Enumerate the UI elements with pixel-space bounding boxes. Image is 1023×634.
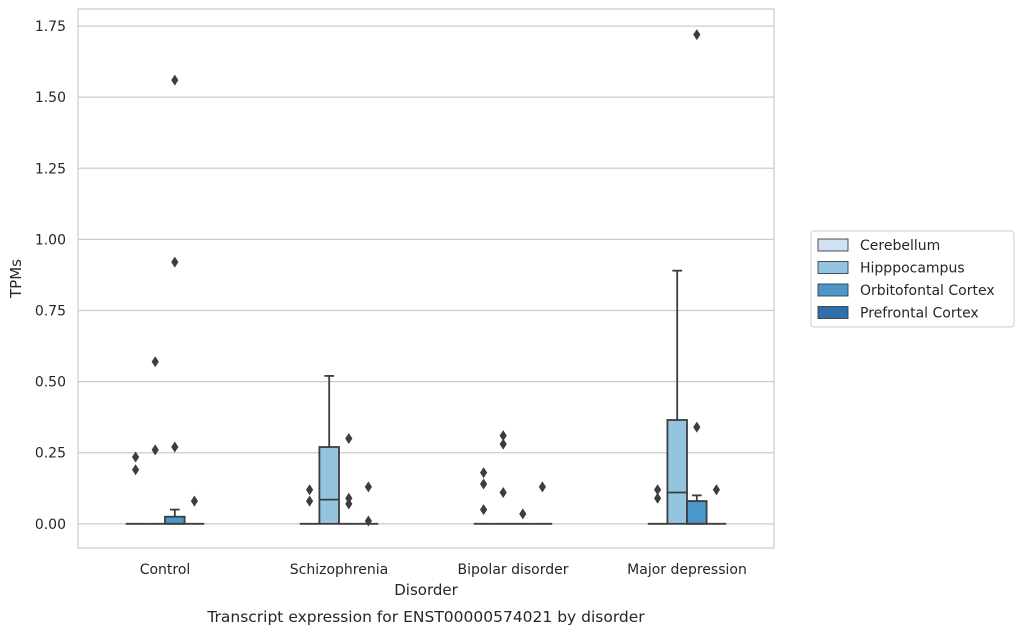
box-group [493,430,513,525]
box-group [339,432,359,525]
outlier-point [480,478,488,490]
y-axis-ticks: 0.00 0.25 0.50 0.75 1.00 1.25 1.50 1.75 [35,19,66,533]
outlier-point [480,504,488,516]
outlier-point [364,515,372,527]
box-group [706,484,727,525]
outlier-point [345,492,353,504]
outlier-point [171,441,179,453]
outlier-point [171,256,179,268]
box-group [513,508,533,525]
outlier-point [654,492,662,504]
outlier-point [693,421,701,433]
y-tick-label: 0.00 [35,517,66,533]
outlier-point [345,432,353,444]
outlier-point [171,74,179,86]
legend-entry: Prefrontal Cortex [860,306,979,322]
legend-swatch [817,238,849,252]
outlier-point [345,498,353,510]
box-group [358,481,379,527]
box-group [299,484,320,525]
x-tick-label: Schizophrenia [290,562,388,578]
legend-swatch [817,283,849,297]
outlier-point [306,484,314,496]
x-axis-ticks: Control Schizophrenia Bipolar disorder Majo… [140,562,747,578]
outlier-point [499,430,507,442]
outlier-point [132,451,140,463]
y-tick-label: 1.75 [35,19,66,35]
legend-entry: Orbitofontal Cortex [860,283,995,299]
outlier-point [151,356,159,368]
legend-entry: Hipppocampus [860,261,965,277]
x-axis-label: Disorder [394,581,458,599]
outlier-point [132,464,140,476]
outlier-point [538,481,546,493]
x-tick-label: Control [140,562,191,578]
box-group [184,495,205,525]
y-tick-label: 1.00 [35,232,66,248]
box-group [164,74,186,525]
outlier-point [151,444,159,456]
gridlines [78,25,774,525]
outlier-point [306,495,314,507]
legend-entry: Cerebellum [860,238,940,254]
legend-frame [810,230,1015,328]
boxes [125,29,727,527]
outlier-point [499,487,507,499]
chart-caption: Transcript expression for ENST0000057402… [206,608,645,626]
box-group [532,481,553,525]
y-tick-label: 1.50 [35,90,66,106]
box-group [686,29,708,525]
outlier-point [480,467,488,479]
legend-swatch [817,306,849,319]
x-tick-label: Major depression [627,562,747,578]
box-group [647,484,668,525]
x-tick-label: Bipolar disorder [457,562,568,578]
y-tick-label: 1.25 [35,161,66,177]
outlier-point [364,481,372,493]
y-axis-label: TPMs [7,259,25,299]
box-group [125,451,146,525]
legend-swatch [817,261,849,274]
outlier-point [712,484,720,496]
legend: Cerebellum Hipppocampus Orbitofontal Corte… [810,230,1015,328]
y-tick-label: 0.50 [35,375,66,391]
box-group [473,467,494,525]
box [318,446,340,525]
outlier-point [190,495,198,507]
plot-frame [77,8,775,549]
outlier-point [693,29,701,41]
box [164,515,186,525]
box [686,500,708,525]
outlier-point [654,484,662,496]
outlier-point [499,438,507,450]
box-group [318,375,340,525]
box-group [666,269,688,525]
box [666,419,688,525]
y-tick-label: 0.75 [35,303,66,319]
outlier-point [519,508,527,520]
box-group [145,356,165,525]
y-tick-label: 0.25 [35,446,66,462]
